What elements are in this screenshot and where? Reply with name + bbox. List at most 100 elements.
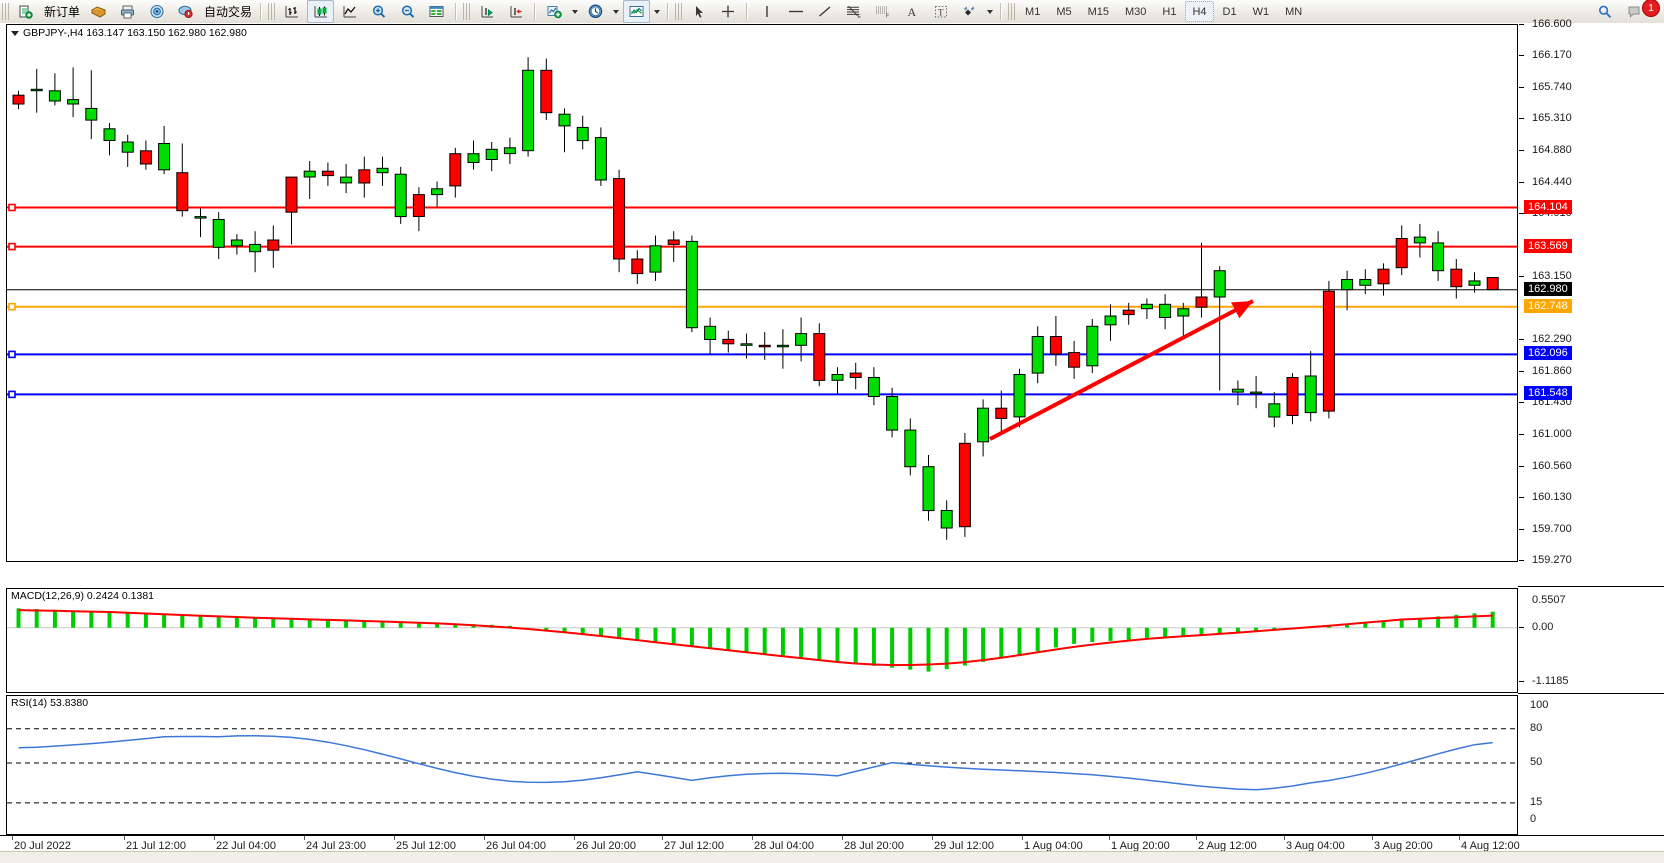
price-scale[interactable]: 166.600 166.170 165.740 165.310 164.880 164.4…: [1518, 18, 1664, 839]
chart-symbol-header[interactable]: GBPJPY-,H4 163.147 163.150 162.980 162.9…: [11, 27, 247, 39]
auto-trading-label[interactable]: 自动交易: [204, 5, 253, 19]
line-chart-icon[interactable]: [336, 0, 363, 23]
candle: [886, 396, 899, 431]
new-order-icon[interactable]: [12, 0, 39, 23]
auto-scroll-icon[interactable]: [473, 0, 500, 23]
toolbar-grip-3[interactable]: [463, 3, 471, 20]
indicators-icon[interactable]: [541, 0, 568, 23]
cursor-icon[interactable]: [685, 0, 712, 23]
candle: [631, 258, 644, 275]
toolbar-grip[interactable]: [2, 3, 9, 20]
rsi-pane[interactable]: RSI(14) 53.8380: [6, 695, 1518, 835]
toolbar-right-group: 1: [1590, 0, 1664, 23]
price-tag-last-price-2[interactable]: 162.980: [1524, 281, 1572, 296]
toolbar-grip-5[interactable]: [1008, 3, 1016, 20]
candle: [1031, 336, 1044, 374]
timeframe-h1[interactable]: H1: [1162, 5, 1177, 18]
candle: [1013, 374, 1026, 418]
bar-chart-icon[interactable]: [278, 0, 305, 23]
time-tick-mark: [662, 836, 663, 840]
price-tag-support-5[interactable]: 161.548: [1524, 386, 1572, 401]
candle: [1104, 315, 1117, 326]
price-tag-support-4[interactable]: 162.096: [1524, 346, 1572, 361]
search-icon[interactable]: [1591, 0, 1618, 23]
period-dropdown-caret[interactable]: [613, 9, 620, 14]
candle: [267, 239, 280, 251]
channel-icon[interactable]: F: [869, 0, 896, 23]
vertical-line-icon[interactable]: [753, 0, 780, 23]
alerts-icon[interactable]: [172, 0, 199, 23]
toolbar-separator-1: [260, 3, 263, 20]
hline-handle-5[interactable]: [8, 390, 16, 399]
candle: [503, 147, 516, 155]
hline-handle-0[interactable]: [8, 203, 16, 212]
shapes-icon[interactable]: [956, 0, 983, 23]
rsi-tick-label: 15: [1530, 795, 1543, 808]
toolbar-separator-6: [1000, 3, 1003, 20]
hline-handle-3[interactable]: [8, 302, 16, 311]
pane-separator-macd: [1518, 586, 1664, 587]
price-tag-resistance-1[interactable]: 163.569: [1524, 238, 1572, 253]
time-tick-mark: [214, 836, 215, 840]
candle: [904, 429, 917, 468]
templates2-dropdown-caret[interactable]: [654, 9, 661, 14]
chart-shift-icon[interactable]: [502, 0, 529, 23]
zoom-out-icon[interactable]: [394, 0, 421, 23]
price-tick-mark: [1519, 433, 1524, 435]
text-icon[interactable]: T: [927, 0, 954, 23]
shapes-dropdown-caret[interactable]: [987, 9, 994, 14]
candle: [467, 153, 480, 163]
news-icon[interactable]: [143, 0, 170, 23]
timeframe-m5[interactable]: M5: [1056, 5, 1072, 18]
candle: [649, 245, 662, 273]
trendline-icon[interactable]: [811, 0, 838, 23]
fibonacci-icon[interactable]: E: [840, 0, 867, 23]
timeframe-h4[interactable]: H4: [1185, 1, 1214, 22]
candlestick-chart-icon[interactable]: [307, 0, 335, 23]
timeframe-m15[interactable]: M15: [1087, 5, 1109, 18]
new-order-label[interactable]: 新订单: [44, 5, 81, 19]
candle: [977, 407, 990, 443]
indicators-dropdown-caret[interactable]: [572, 9, 579, 14]
notification-badge[interactable]: 1: [1642, 0, 1660, 17]
timeframe-d1[interactable]: D1: [1222, 5, 1237, 18]
toolbar-grip-2[interactable]: [268, 3, 276, 20]
candle: [449, 153, 462, 187]
candle: [867, 377, 880, 397]
templates-icon[interactable]: [85, 0, 112, 23]
candle: [249, 243, 262, 253]
print-icon[interactable]: [114, 0, 141, 23]
timeframe-m30[interactable]: M30: [1125, 5, 1147, 18]
price-chart-pane[interactable]: GBPJPY-,H4 163.147 163.150 162.980 162.9…: [6, 24, 1518, 562]
candle: [667, 239, 680, 245]
price-tick-mark: [1519, 213, 1524, 215]
timeframe-mn[interactable]: MN: [1285, 5, 1303, 18]
period-icon[interactable]: [582, 0, 609, 23]
hline-handle-4[interactable]: [8, 350, 16, 359]
data-window-icon[interactable]: [423, 0, 450, 23]
candle: [849, 372, 862, 379]
price-tick-label: 165.310: [1532, 112, 1572, 125]
candle: [376, 167, 389, 174]
candle: [1304, 375, 1317, 414]
text-label-icon[interactable]: A: [898, 0, 925, 23]
price-tag-pivot-3[interactable]: 162.748: [1524, 298, 1572, 313]
trend-arrow-line[interactable]: [989, 299, 1254, 441]
timeframe-m1[interactable]: M1: [1025, 5, 1041, 18]
horizontal-line-icon[interactable]: [782, 0, 809, 23]
time-tick-mark: [842, 836, 843, 840]
chart-collapse-caret[interactable]: [11, 30, 19, 36]
price-tick-mark: [1519, 276, 1524, 278]
macd-pane[interactable]: MACD(12,26,9) 0.2424 0.1381: [6, 588, 1518, 693]
price-tick-mark: [1519, 55, 1524, 57]
toolbar-separator-2: [455, 3, 458, 20]
trend-arrow-head: [1231, 301, 1253, 319]
toolbar-grip-4[interactable]: [675, 3, 683, 20]
zoom-in-icon[interactable]: [365, 0, 392, 23]
crosshair-icon[interactable]: [714, 0, 741, 23]
price-tag-resistance-0[interactable]: 164.104: [1524, 199, 1572, 214]
templates2-icon[interactable]: [623, 0, 651, 23]
hline-handle-1[interactable]: [8, 242, 16, 251]
notification-icon[interactable]: [1620, 0, 1647, 23]
timeframe-w1[interactable]: W1: [1252, 5, 1270, 18]
